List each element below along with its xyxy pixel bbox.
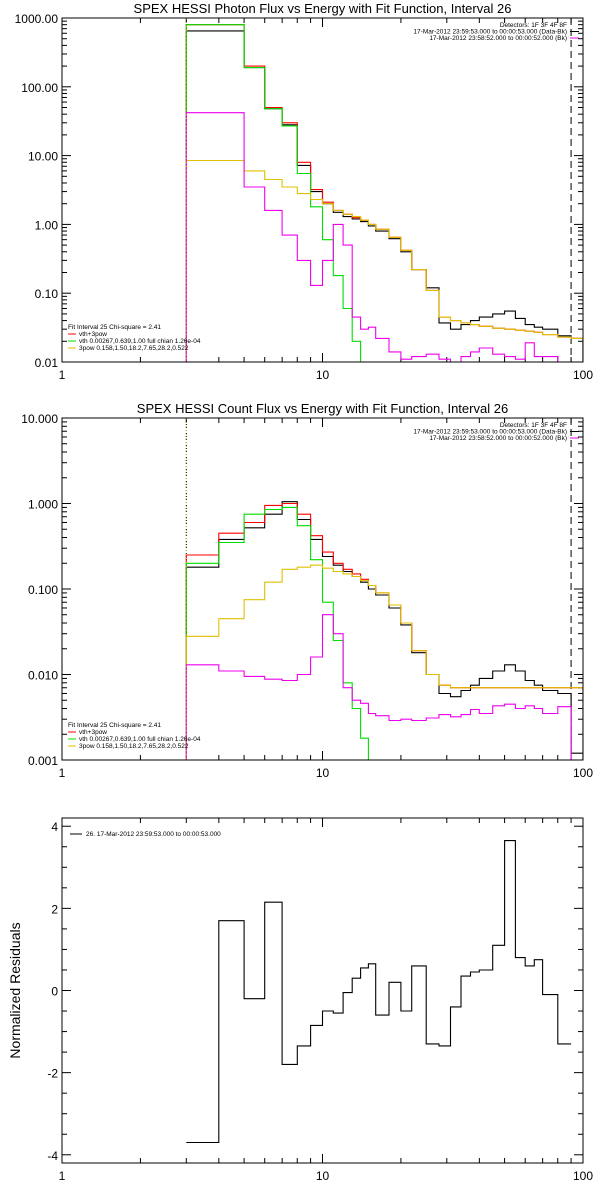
legend-bottom-entry: Fit Interval 25 Chi-square = 2.41 — [68, 722, 161, 729]
series-magenta-line — [185, 112, 572, 362]
y-tick-label: -4 — [47, 1149, 58, 1163]
y-tick-label: 100.00 — [21, 81, 58, 95]
y-axis-label: Normalized Residuals — [7, 922, 23, 1058]
legend-top-entry: 17-Mar-2012 23:59:53.000 to 00:00:53.000… — [413, 429, 567, 436]
series-red-line — [185, 502, 583, 760]
series-yellow-line — [185, 564, 583, 760]
x-tick-label: 10 — [316, 368, 330, 382]
panel-3: Normalized Residuals 1 10 100 4 2 0 -2 -4 26. 17-… — [7, 817, 593, 1183]
series-green-line — [185, 24, 362, 362]
y-tick-label: 0.010 — [28, 669, 58, 683]
x-tick-label: 1 — [59, 1169, 66, 1183]
legend-top-entry: 17-Mar-2012 23:58:52.000 to 00:00:52.000… — [429, 35, 567, 42]
plot-frame — [61, 17, 584, 363]
chart-title: SPEX HESSI Count Flux vs Energy with Fit… — [137, 401, 508, 416]
y-tick-label: 0.10 — [35, 287, 59, 301]
legend-bottom-entry: vth+3pow — [79, 729, 107, 736]
x-tick-label: 100 — [573, 1169, 593, 1183]
legend-bottom-entry: vth 0.00267,0.639,1.00 full chian 1.26e-… — [79, 736, 201, 743]
x-tick-label: 1 — [59, 368, 66, 382]
legend-top-entry: 17-Mar-2012 23:58:52.000 to 00:00:52.000… — [429, 435, 567, 442]
series-group — [185, 501, 583, 760]
x-tick-label: 10 — [316, 1169, 330, 1183]
y-tick-label: 0.001 — [28, 754, 58, 768]
legend-bottom-entry: vth+3pow — [79, 331, 107, 338]
series-black-line — [185, 501, 583, 760]
y-tick-label: 2 — [51, 902, 58, 916]
x-tick-label: 100 — [573, 368, 593, 382]
y-tick-label: -2 — [47, 1067, 58, 1081]
series-group — [186, 840, 572, 1144]
legend-top-entry: Detectors: 1F 3F 4F 8F — [500, 422, 567, 429]
legend-top-entry: Detectors: 1F 3F 4F 8F — [500, 22, 567, 29]
y-tick-label: 0.100 — [28, 583, 58, 597]
legend-top-entry: 17-Mar-2012 23:59:53.000 to 00:00:53.000… — [413, 29, 567, 36]
chart-title: SPEX HESSI Photon Flux vs Energy with Fi… — [134, 1, 512, 16]
legend-entry: 26. 17-Mar-2012 23:59:53.000 to 00:00:53… — [86, 831, 221, 838]
series-black-line — [186, 840, 572, 1144]
x-tick-label: 10 — [316, 766, 330, 780]
y-tick-label: 4 — [51, 820, 58, 834]
y-tick-label: 10.000 — [21, 412, 58, 426]
y-tick-label: 0.01 — [35, 356, 59, 370]
legend-bottom-entry: vth 0.00267,0.639,1.00 full chian 1.26e-… — [79, 338, 201, 345]
plot-frame — [61, 817, 584, 1164]
y-tick-label: 1.000 — [28, 498, 58, 512]
plot-frame — [61, 417, 584, 761]
series-green-line — [185, 506, 377, 760]
legend-bottom-entry: 3pow 0.158,1.50,18.2,7.65,28.2,0.522 — [79, 743, 189, 750]
y-tick-label: 1000.00 — [15, 12, 59, 26]
y-tick-label: 10.00 — [28, 150, 58, 164]
series-yellow-line — [185, 159, 583, 362]
series-red-line — [185, 24, 583, 362]
panel-2: SPEX HESSI Count Flux vs Energy with Fit… — [21, 401, 593, 780]
series-magenta-line — [185, 614, 572, 760]
legend-bottom-entry: Fit Interval 25 Chi-square = 2.41 — [68, 324, 161, 331]
legend-bottom-entry: 3pow 0.158,1.50,18.2,7.65,28.2,0.522 — [79, 345, 189, 352]
y-tick-label: 1.00 — [35, 218, 59, 232]
series-black-line — [185, 30, 583, 362]
series-group — [185, 24, 583, 362]
x-tick-label: 1 — [59, 766, 66, 780]
y-tick-label: 0 — [51, 985, 58, 999]
panel-1: SPEX HESSI Photon Flux vs Energy with Fi… — [15, 1, 594, 382]
x-tick-label: 100 — [573, 766, 593, 780]
